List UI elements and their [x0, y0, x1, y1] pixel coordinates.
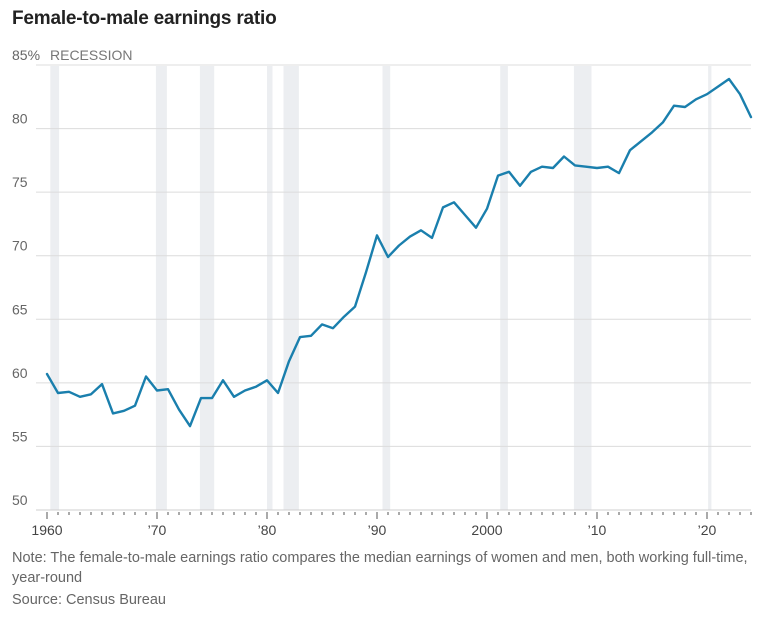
y-tick-label: 55: [12, 428, 28, 444]
chart-source: Source: Census Bureau: [12, 592, 166, 608]
y-tick-label: 65: [12, 301, 28, 317]
recession-band: [267, 66, 273, 510]
recession-band: [708, 66, 712, 510]
x-tick-label: ’90: [368, 522, 387, 538]
axis-labels: 85% 80 75 70 65 60 55 50 RECESSION 1960 ’70 ’80 ’90 2…: [12, 47, 717, 538]
x-tick-label: ’80: [258, 522, 277, 538]
y-tick-label: 85%: [12, 47, 40, 63]
x-tick-label: ’10: [588, 522, 607, 538]
gridlines: [36, 64, 751, 511]
y-tick-label: 50: [12, 492, 28, 508]
recession-band: [382, 66, 391, 510]
recession-band: [50, 66, 60, 510]
x-tick-label: ’20: [698, 522, 717, 538]
y-tick-label: 80: [12, 111, 28, 127]
x-tick-label: 1960: [31, 522, 62, 538]
x-axis: [46, 512, 752, 519]
earnings-ratio-line: [45, 77, 753, 428]
series-line: [45, 77, 753, 428]
recession-band: [155, 66, 167, 510]
line-chart: 85% 80 75 70 65 60 55 50 RECESSION 1960 ’70 ’80 ’90 2…: [12, 47, 753, 538]
x-tick-label: ’70: [148, 522, 167, 538]
x-tick-label: 2000: [471, 522, 502, 538]
y-tick-label: 75: [12, 174, 28, 190]
y-tick-label: 70: [12, 238, 28, 254]
chart-title: Female-to-male earnings ratio: [12, 8, 277, 29]
recession-band: [283, 66, 299, 510]
recession-bands: [50, 66, 712, 510]
recession-band: [199, 66, 215, 510]
recession-band: [500, 66, 508, 510]
chart-note: Note: The female-to-male earnings ratio …: [12, 550, 748, 586]
recession-band: [573, 66, 592, 510]
y-tick-label: 60: [12, 365, 28, 381]
legend-recession-label: RECESSION: [50, 47, 132, 63]
